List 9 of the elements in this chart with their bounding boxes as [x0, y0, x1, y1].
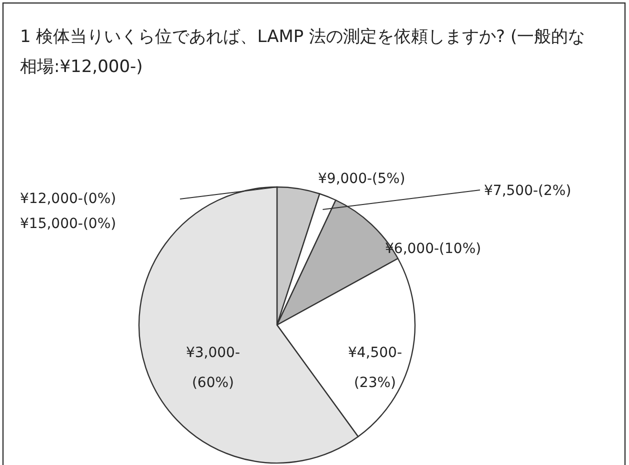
category-label: ¥15,000-(0%)	[20, 216, 116, 232]
data-label: (60%)	[192, 375, 234, 391]
chart-title: 1 検体当りいくら位であれば、LAMP 法の測定を依頼しますか? (一般的な相場:¥12,000-)	[20, 27, 586, 77]
slice-label: ¥7,500-(2%)	[484, 183, 572, 199]
category-label: ¥12,000-(0%)	[20, 191, 116, 207]
slice-label: ¥9,000-(5%)	[318, 171, 406, 187]
data-label: (23%)	[354, 375, 396, 391]
slice-label: ¥3,000-	[186, 345, 240, 361]
slice-label: ¥4,500-	[348, 345, 402, 361]
